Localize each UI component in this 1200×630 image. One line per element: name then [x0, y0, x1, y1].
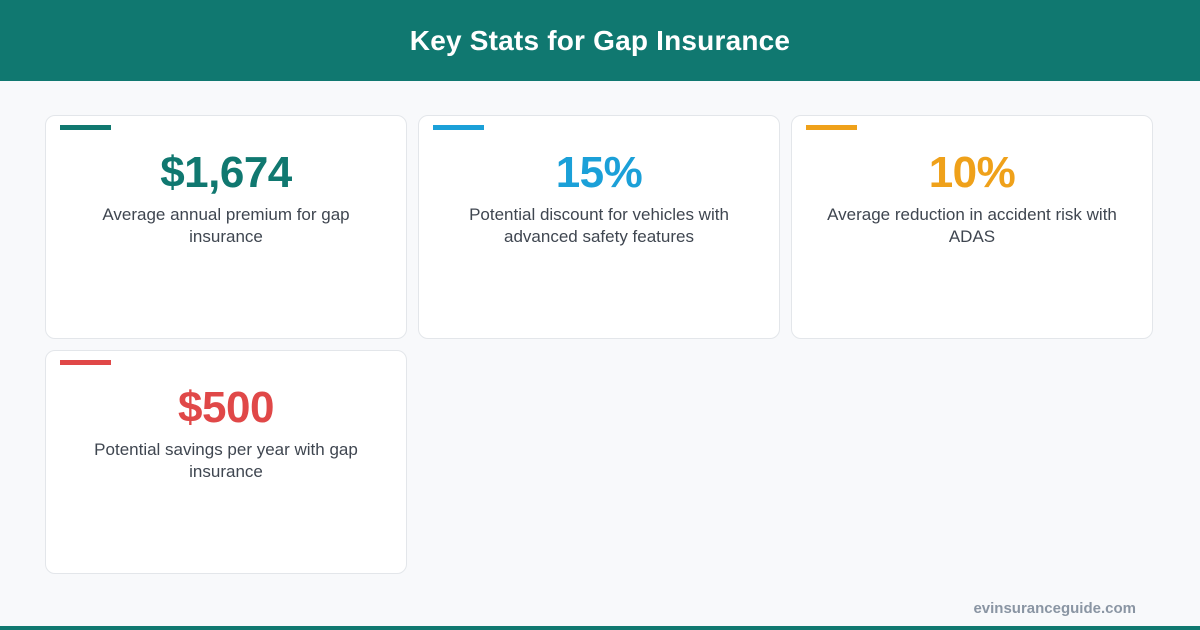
stat-value: 10%	[928, 148, 1016, 197]
stat-card-premium: $1,674 Average annual premium for gap in…	[45, 115, 407, 339]
stat-card-discount: 15% Potential discount for vehicles with…	[418, 115, 780, 339]
card-accent-bar	[433, 125, 484, 130]
stat-label: Average annual premium for gap insurance	[102, 205, 350, 246]
card-accent-bar	[60, 360, 111, 365]
card-accent-bar	[60, 125, 111, 130]
stat-card-savings: $500 Potential savings per year with gap…	[45, 350, 407, 574]
stat-value: $500	[178, 383, 274, 432]
page-title: Key Stats for Gap Insurance	[409, 24, 791, 56]
header-banner: Key Stats for Gap Insurance	[0, 0, 1200, 81]
stat-value: $1,674	[160, 148, 292, 197]
stat-label: Potential discount for vehicles with adv…	[469, 205, 729, 246]
stat-card-risk-reduction: 10% Average reduction in accident risk w…	[791, 115, 1153, 339]
card-accent-bar	[806, 125, 857, 130]
site-credit: evinsuranceguide.com	[973, 600, 1136, 617]
bottom-accent-bar	[0, 626, 1200, 630]
stat-label: Average reduction in accident risk with …	[827, 205, 1117, 246]
stat-label: Potential savings per year with gap insu…	[94, 440, 358, 481]
stat-value: 15%	[555, 148, 643, 197]
